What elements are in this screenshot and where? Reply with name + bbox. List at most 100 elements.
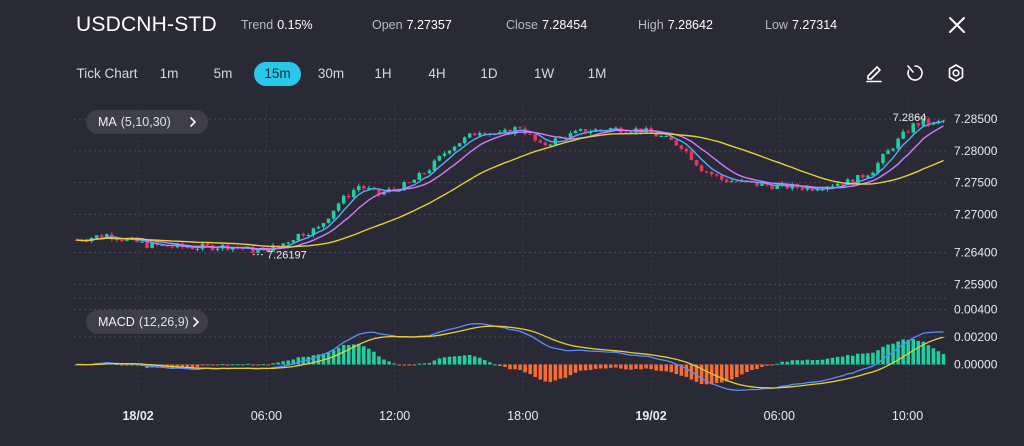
macd-indicator-pill[interactable]: MACD (12,26,9): [86, 310, 208, 334]
macd-histogram-bar: [926, 345, 931, 365]
ma-indicator-pill[interactable]: MA (5,10,30): [86, 110, 208, 134]
macd-histogram-bar: [175, 364, 180, 367]
macd-histogram-bar: [614, 364, 618, 368]
macd-histogram-bar: [553, 364, 558, 381]
candle-body: [402, 182, 406, 191]
candle-body: [714, 174, 719, 176]
macd-histogram-bar: [145, 364, 149, 368]
macd-histogram-bar: [825, 358, 830, 365]
macd-histogram-bar: [422, 363, 427, 365]
macd-histogram-bar: [110, 363, 114, 365]
candle-body: [856, 175, 860, 185]
chevron-right-icon: [190, 117, 197, 127]
macd-histogram-bar: [598, 364, 603, 369]
macd-histogram-bar: [155, 364, 159, 368]
header-bar: USDCNH-STD Trend 0.15% Open 7.27357 Close 7…: [0, 0, 1024, 56]
tab-1d[interactable]: 1D: [480, 66, 498, 81]
candle-body: [266, 247, 270, 252]
candle-body: [407, 182, 411, 184]
macd-histogram-bar: [392, 363, 396, 365]
candle-body: [654, 132, 658, 137]
time-tick-label: 18/02: [122, 409, 153, 423]
macd-histogram-bar: [563, 364, 568, 378]
candle-body: [362, 186, 366, 189]
candle-body: [750, 181, 754, 183]
macd-histogram-bar: [840, 356, 845, 365]
tab-5m[interactable]: 5m: [213, 66, 233, 81]
candle-body: [830, 185, 835, 187]
candle-body: [840, 184, 845, 186]
candle-body: [528, 133, 532, 135]
candle-body: [477, 133, 482, 136]
candle-body: [740, 180, 744, 182]
candle-body: [462, 137, 467, 144]
macd-histogram-bar: [180, 364, 185, 368]
macd-histogram-bar: [730, 364, 734, 380]
candle-body: [679, 145, 684, 149]
tab-30m[interactable]: 30m: [317, 66, 345, 81]
candle-body: [901, 131, 905, 139]
candle-body: [644, 128, 648, 133]
candle-body: [583, 129, 588, 134]
candle-body: [397, 189, 401, 191]
macd-histogram-bar: [609, 364, 613, 368]
tab-15m[interactable]: 15m: [254, 62, 301, 86]
macd-histogram-bar: [845, 355, 850, 365]
tab-4h[interactable]: 4H: [428, 66, 446, 81]
stat-open-value: 7.27357: [406, 18, 452, 32]
macd-histogram-bar: [750, 364, 754, 371]
stat-close: Close 7.28454: [506, 18, 587, 32]
candle-body: [850, 179, 855, 185]
candle-body: [306, 235, 311, 237]
macd-histogram-bar: [780, 361, 784, 365]
candle-body: [246, 246, 250, 249]
candle-body: [205, 243, 210, 246]
macd-histogram-bar: [362, 346, 366, 365]
macd-histogram-bar: [125, 364, 129, 366]
timer-icon[interactable]: [904, 62, 926, 84]
candle-body: [835, 184, 840, 186]
candle-body: [593, 129, 598, 132]
macd-histogram-bar: [911, 339, 916, 365]
indicator-lines: [76, 120, 944, 391]
settings-gear-icon[interactable]: [945, 62, 967, 84]
price-tick-label: 7.27000: [954, 207, 998, 221]
candle-body: [896, 138, 900, 149]
candle-body: [215, 248, 220, 251]
macd-histogram-bar: [604, 364, 608, 369]
candle-body: [770, 185, 774, 189]
candle-body: [417, 173, 422, 180]
candle-body: [94, 235, 99, 238]
macd-histogram-bar: [321, 353, 326, 365]
macd-histogram-bar: [266, 364, 270, 366]
candle-body: [135, 237, 139, 243]
macd-histogram-bar: [689, 364, 694, 380]
stat-high-value: 7.28642: [667, 18, 713, 32]
macd-histogram-bar: [488, 362, 492, 365]
macd-histogram-bar: [724, 364, 729, 382]
macd-histogram-bar: [735, 364, 739, 378]
candle-body: [326, 218, 331, 224]
candle-body: [921, 119, 926, 126]
symbol-title: USDCNH-STD: [76, 13, 217, 36]
close-icon[interactable]: [946, 14, 968, 36]
tab-1m-month[interactable]: 1M: [587, 66, 607, 81]
tab-1m[interactable]: 1m: [159, 66, 179, 81]
candle-body: [800, 187, 805, 190]
candle-body: [427, 170, 432, 174]
macd-line: [76, 322, 944, 391]
candle-body: [382, 192, 386, 195]
tab-1h[interactable]: 1H: [374, 66, 392, 81]
candle-body: [538, 140, 543, 143]
candle-body: [825, 186, 830, 190]
tab-tick-chart[interactable]: Tick Chart: [76, 66, 138, 81]
candle-body: [876, 163, 880, 173]
macd-histogram-bar: [624, 364, 628, 370]
tab-1w[interactable]: 1W: [533, 66, 555, 81]
draw-pen-icon[interactable]: [863, 62, 885, 84]
candle-body: [291, 240, 296, 243]
candle-body: [795, 184, 800, 188]
macd-histogram-bar: [654, 364, 658, 371]
candle-body: [412, 179, 416, 183]
macd-histogram-bar: [528, 364, 532, 375]
